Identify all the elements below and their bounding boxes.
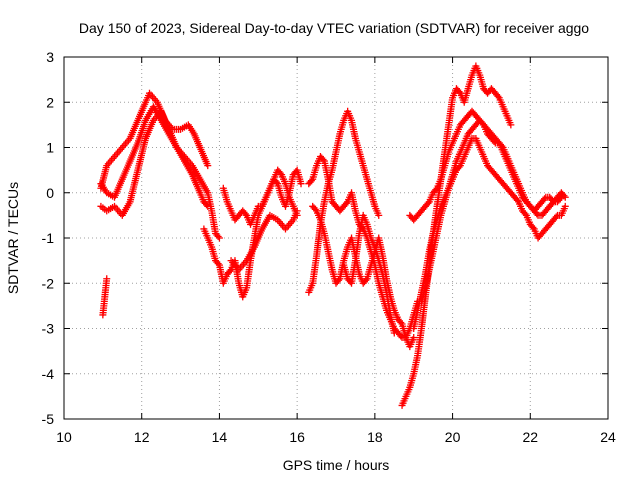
series-track-8	[305, 107, 383, 296]
x-tick-label: 22	[522, 429, 538, 445]
data-points	[97, 62, 569, 409]
data-point-interp	[241, 210, 249, 218]
y-tick-label: 0	[46, 185, 54, 201]
data-point	[375, 211, 383, 219]
series-track-11	[340, 211, 398, 337]
y-tick-label: -2	[42, 275, 55, 291]
data-point-interp	[397, 318, 405, 326]
data-point-interp	[202, 201, 210, 209]
data-point-interp	[272, 178, 280, 186]
y-tick-label: 1	[46, 140, 54, 156]
chart-title: Day 150 of 2023, Sidereal Day-to-day VTE…	[79, 20, 589, 36]
data-point-interp	[319, 156, 327, 164]
data-point-interp	[455, 163, 463, 171]
data-point-interp	[529, 223, 537, 231]
axis-ticks	[63, 56, 609, 420]
y-tick-label: -4	[42, 366, 55, 382]
data-point-interp	[226, 267, 234, 275]
data-point	[293, 207, 301, 215]
data-point-interp	[214, 260, 222, 268]
data-point-interp	[307, 177, 315, 185]
data-point-interp	[311, 205, 319, 213]
data-point-interp	[498, 142, 506, 150]
data-point	[215, 234, 223, 242]
data-point-interp	[276, 169, 284, 177]
data-point	[507, 121, 515, 129]
data-point	[204, 202, 212, 210]
data-point-interp	[490, 137, 498, 145]
x-tick-label: 20	[445, 429, 461, 445]
data-point-interp	[556, 195, 564, 203]
data-point-interp	[432, 186, 440, 194]
x-tick-label: 12	[134, 429, 150, 445]
y-tick-label: 3	[46, 49, 54, 65]
data-point-interp	[548, 196, 556, 204]
y-tick-label: -5	[42, 411, 55, 427]
data-point	[103, 275, 111, 283]
series-track-2	[97, 107, 223, 242]
x-tick-label: 24	[600, 429, 616, 445]
series-track-15	[417, 116, 565, 305]
y-tick-label: -3	[42, 321, 55, 337]
data-point-interp	[478, 119, 486, 127]
series-track-3	[97, 103, 212, 210]
data-point-interp	[552, 213, 560, 221]
series-track-7	[227, 207, 301, 274]
y-tick-label: 2	[46, 94, 54, 110]
data-point-interp	[513, 196, 521, 204]
data-point	[410, 334, 418, 342]
x-axis-label: GPS time / hours	[283, 457, 390, 473]
series-track-6	[219, 166, 305, 228]
series-track-12	[398, 62, 515, 409]
x-tick-label: 18	[367, 429, 383, 445]
data-point	[390, 329, 398, 337]
series-track-4	[99, 275, 111, 319]
x-tick-label: 14	[212, 429, 228, 445]
data-point-interp	[362, 276, 370, 284]
data-point-interp	[342, 199, 350, 207]
data-point-interp	[424, 199, 432, 207]
data-point	[561, 202, 569, 210]
x-tick-label: 10	[56, 429, 72, 445]
y-tick-label: -1	[42, 230, 55, 246]
data-point-interp	[521, 210, 529, 218]
data-point-interp	[335, 276, 343, 284]
data-point	[297, 180, 305, 188]
data-point-interp	[541, 195, 549, 203]
y-axis-label: SDTVAR / TECUs	[5, 182, 21, 294]
data-point-interp	[494, 92, 502, 100]
data-point-interp	[397, 332, 405, 340]
data-point	[204, 162, 212, 170]
data-point-interp	[455, 88, 463, 96]
x-tick-label: 16	[289, 429, 305, 445]
data-point-interp	[214, 232, 222, 240]
data-point	[557, 193, 565, 201]
